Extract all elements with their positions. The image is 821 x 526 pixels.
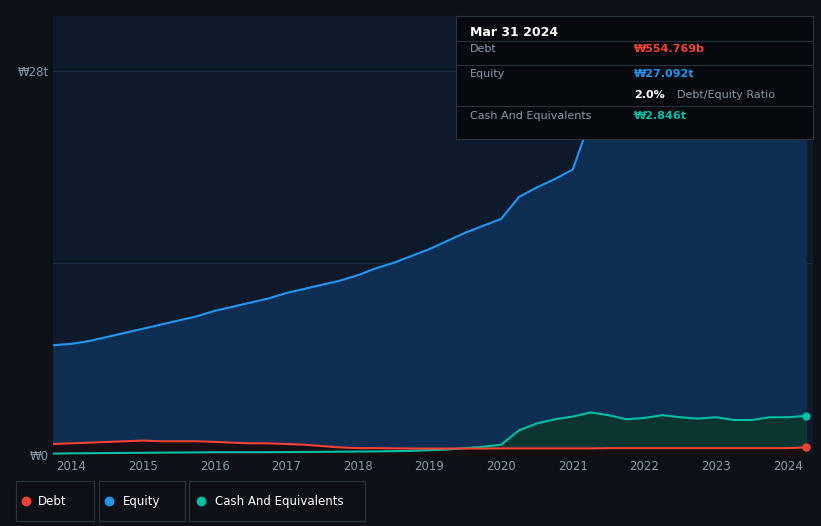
Text: Cash And Equivalents: Cash And Equivalents — [470, 111, 591, 121]
Text: Debt/Equity Ratio: Debt/Equity Ratio — [677, 90, 775, 100]
Text: ₩554.769b: ₩554.769b — [635, 44, 705, 54]
Text: ₩2.846t: ₩2.846t — [635, 111, 687, 121]
Text: Debt: Debt — [39, 494, 67, 508]
Text: Debt: Debt — [470, 44, 497, 54]
Text: Mar 31 2024: Mar 31 2024 — [470, 26, 558, 39]
Text: Equity: Equity — [470, 69, 505, 79]
Text: ₩27.092t: ₩27.092t — [635, 69, 695, 79]
Text: Equity: Equity — [122, 494, 160, 508]
Text: 2.0%: 2.0% — [635, 90, 665, 100]
Text: Cash And Equivalents: Cash And Equivalents — [215, 494, 344, 508]
